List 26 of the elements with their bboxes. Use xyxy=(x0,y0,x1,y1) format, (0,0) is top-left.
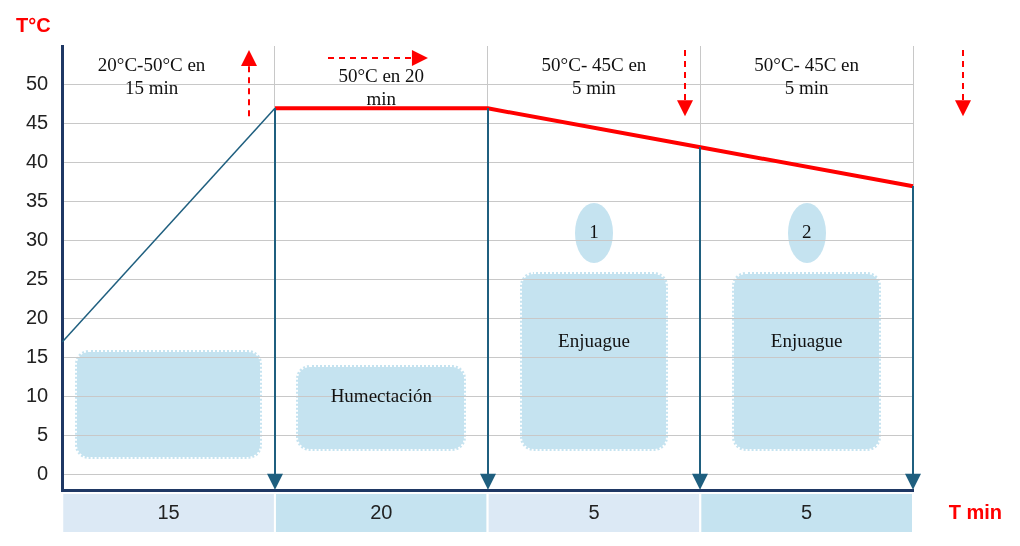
y-tick-label: 45 xyxy=(26,111,49,134)
text: 5 xyxy=(801,500,813,523)
y-tick-label: 5 xyxy=(37,422,49,445)
x-axis-title: T min xyxy=(948,500,1002,523)
annotation: 50°C en 20 min xyxy=(338,65,425,110)
y-axis-title: T°C xyxy=(16,13,51,36)
annotation: Enjuague xyxy=(770,329,843,351)
y-tick-label: 35 xyxy=(26,189,49,212)
y-tick-label: 40 xyxy=(26,150,49,173)
annotation: 1 xyxy=(589,220,599,242)
annotation: 50°C- 45C en 5 min xyxy=(754,53,860,98)
y-tick-label: 25 xyxy=(26,267,49,290)
text: 20 xyxy=(370,500,393,523)
text: 5 xyxy=(588,500,600,523)
annotation: 50°C- 45C en 5 min xyxy=(541,53,647,98)
annotation: Humectación xyxy=(330,384,433,406)
y-tick-label: 20 xyxy=(26,306,49,329)
y-tick-label: 0 xyxy=(37,461,49,484)
y-tick-label: 10 xyxy=(26,384,49,407)
text: 15 xyxy=(157,500,180,523)
annotation: 2 xyxy=(801,220,812,242)
annotation: 20°C-50°C en 15 min xyxy=(97,53,206,98)
y-tick-label: 30 xyxy=(26,228,49,251)
y-tick-label: 15 xyxy=(26,345,49,368)
y-tick-label: 50 xyxy=(26,72,49,95)
annotation: Enjuague xyxy=(558,329,630,351)
